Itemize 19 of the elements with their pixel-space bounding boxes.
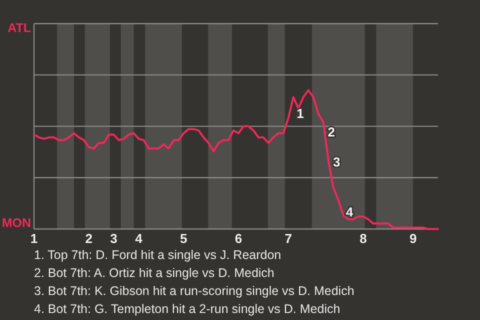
annotation: 1 xyxy=(296,106,304,122)
text: 1. Top 7th: D. Ford hit a single vs J. Reardon xyxy=(34,248,282,262)
x-tick-label: 3 xyxy=(110,231,118,246)
x-tick-label: 9 xyxy=(409,231,417,246)
x-tick-label: 5 xyxy=(180,231,188,246)
annotation: 3 xyxy=(332,154,340,170)
x-tick-label: 8 xyxy=(360,231,367,246)
annotation: 4 xyxy=(346,204,354,220)
x-tick-label: 1 xyxy=(30,231,38,246)
text: 4. Bot 7th: G. Templeton hit a 2-run single vs D. Medich xyxy=(34,302,340,316)
x-tick-label: 7 xyxy=(284,231,292,246)
annotation: 2 xyxy=(328,124,335,140)
text: 2. Bot 7th: A. Ortiz hit a single vs D. Medich xyxy=(34,266,274,280)
x-tick-label: 6 xyxy=(234,231,242,246)
x-tick-label: 2 xyxy=(85,231,92,246)
x-tick-label: 4 xyxy=(135,231,144,246)
text: 3. Bot 7th: K. Gibson hit a run-scoring single vs D. Medich xyxy=(34,284,354,298)
text: MON xyxy=(2,216,31,230)
text: ATL xyxy=(8,21,32,35)
